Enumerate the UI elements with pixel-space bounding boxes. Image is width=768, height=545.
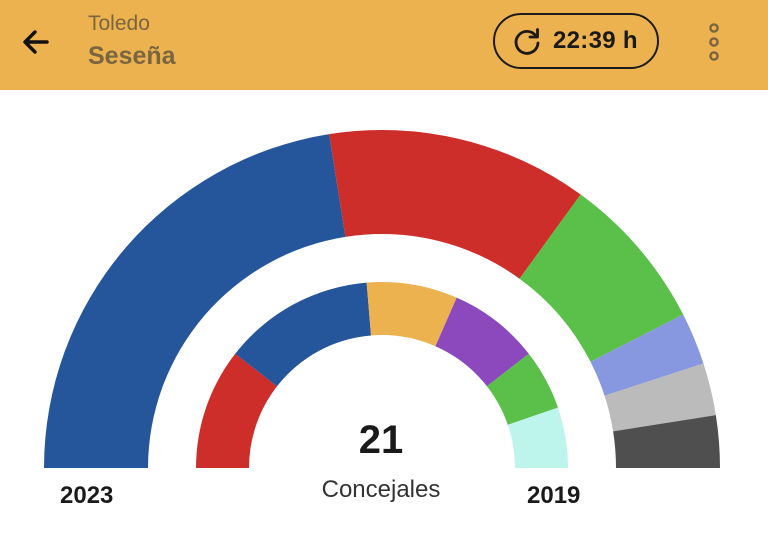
municipality-name: Seseña [88,42,176,70]
seat-segment-2019-party-blue [235,282,372,387]
seat-segment-2023-party-red [329,130,581,279]
total-seats: 21 [358,418,404,462]
back-button[interactable] [16,22,56,62]
seats-label: Concejales [321,476,441,503]
seat-segment-2019-party-green [486,353,558,425]
seat-segment-2019-party-mint [507,407,568,468]
seat-segment-2023-party-green [519,194,684,362]
year-label-2019: 2019 [527,482,581,509]
arrow-left-icon [23,30,49,54]
refresh-button[interactable]: 22:39 h [493,13,659,69]
location-titles: Toledo Seseña [88,10,176,72]
refresh-icon [514,28,540,55]
seat-segment-2023-party-lightgray [604,363,716,432]
seat-segment-2019-party-purple [435,297,529,387]
province-name: Toledo [88,12,150,35]
seat-segment-2023-party-blue [44,134,346,468]
more-menu-button[interactable] [698,20,730,64]
seat-segment-2023-party-lavender [590,314,704,396]
year-label-2023: 2023 [60,482,114,509]
ring-2023 [44,130,720,468]
seat-segment-2023-party-darkgray [613,415,720,468]
ring-2019 [196,282,568,468]
more-vertical-icon [709,23,719,61]
seat-segment-2019-party-red [196,353,278,468]
seat-segment-2019-party-orange [366,282,457,347]
update-time: 22:39 h [553,27,638,54]
hemicycle-chart [44,130,720,468]
app-header: Toledo Seseña 22:39 h [0,0,768,90]
